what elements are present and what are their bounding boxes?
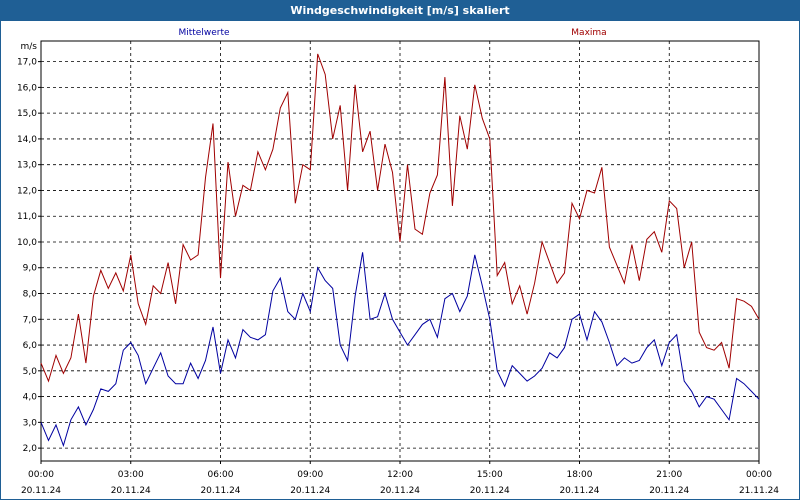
y-tick-label: 17,0 — [17, 58, 37, 68]
y-tick-label: 8,0 — [23, 290, 38, 300]
window-title: Windgeschwindigkeit [m/s] skaliert — [1, 1, 799, 21]
y-tick-label: 6,0 — [23, 341, 38, 351]
x-tick-date: 20.11.24 — [470, 486, 510, 496]
x-tick-date: 20.11.24 — [649, 486, 689, 496]
x-tick-time: 12:00 — [387, 470, 413, 480]
x-tick-date: 20.11.24 — [111, 486, 151, 496]
y-tick-label: 16,0 — [17, 83, 37, 93]
y-tick-label: 3,0 — [23, 418, 38, 428]
x-tick-date: 20.11.24 — [559, 486, 599, 496]
grid — [41, 41, 759, 461]
x-tick-time: 18:00 — [567, 470, 593, 480]
legend-entry-maxima: Maxima — [571, 28, 606, 38]
x-tick-date: 20.11.24 — [380, 486, 420, 496]
series — [40, 53, 760, 448]
x-tick-time: 06:00 — [208, 470, 234, 480]
y-tick-label: 14,0 — [17, 135, 37, 145]
y-tick-label: 13,0 — [17, 161, 37, 171]
series-line-mittelwerte — [40, 252, 760, 448]
axes: 2,0 3,0 4,0 5,0 6,0 7,0 8,0 9,0 10,0 11,0 12,0 13,0… — [17, 42, 779, 496]
x-tick-date: 20.11.24 — [290, 486, 330, 496]
series-line-maxima — [40, 53, 760, 383]
x-tick-date: 20.11.24 — [21, 486, 61, 496]
x-tick-time: 15:00 — [477, 470, 503, 480]
y-tick-label: 10,0 — [17, 238, 37, 248]
legend-entry-mittelwerte: Mittelwerte — [178, 28, 229, 38]
y-tick-label: 7,0 — [23, 315, 38, 325]
x-tick-date: 20.11.24 — [200, 486, 240, 496]
x-tick-time: 00:00 — [746, 470, 772, 480]
y-tick-label: 11,0 — [17, 212, 37, 222]
y-tick-label: 15,0 — [17, 109, 37, 119]
y-tick-label: 12,0 — [17, 186, 37, 196]
y-tick-label: 4,0 — [23, 393, 38, 403]
x-tick-time: 03:00 — [118, 470, 144, 480]
x-tick-time: 09:00 — [297, 470, 323, 480]
x-tick-time: 00:00 — [28, 470, 54, 480]
y-tick-label: 5,0 — [23, 367, 38, 377]
y-tick-label: 2,0 — [23, 444, 38, 454]
legend: Mittelwerte Maxima — [178, 28, 606, 38]
x-tick-date: 21.11.24 — [739, 486, 779, 496]
x-tick-time: 21:00 — [656, 470, 682, 480]
y-tick-label: 9,0 — [23, 264, 38, 274]
y-axis-label: m/s — [21, 42, 38, 52]
